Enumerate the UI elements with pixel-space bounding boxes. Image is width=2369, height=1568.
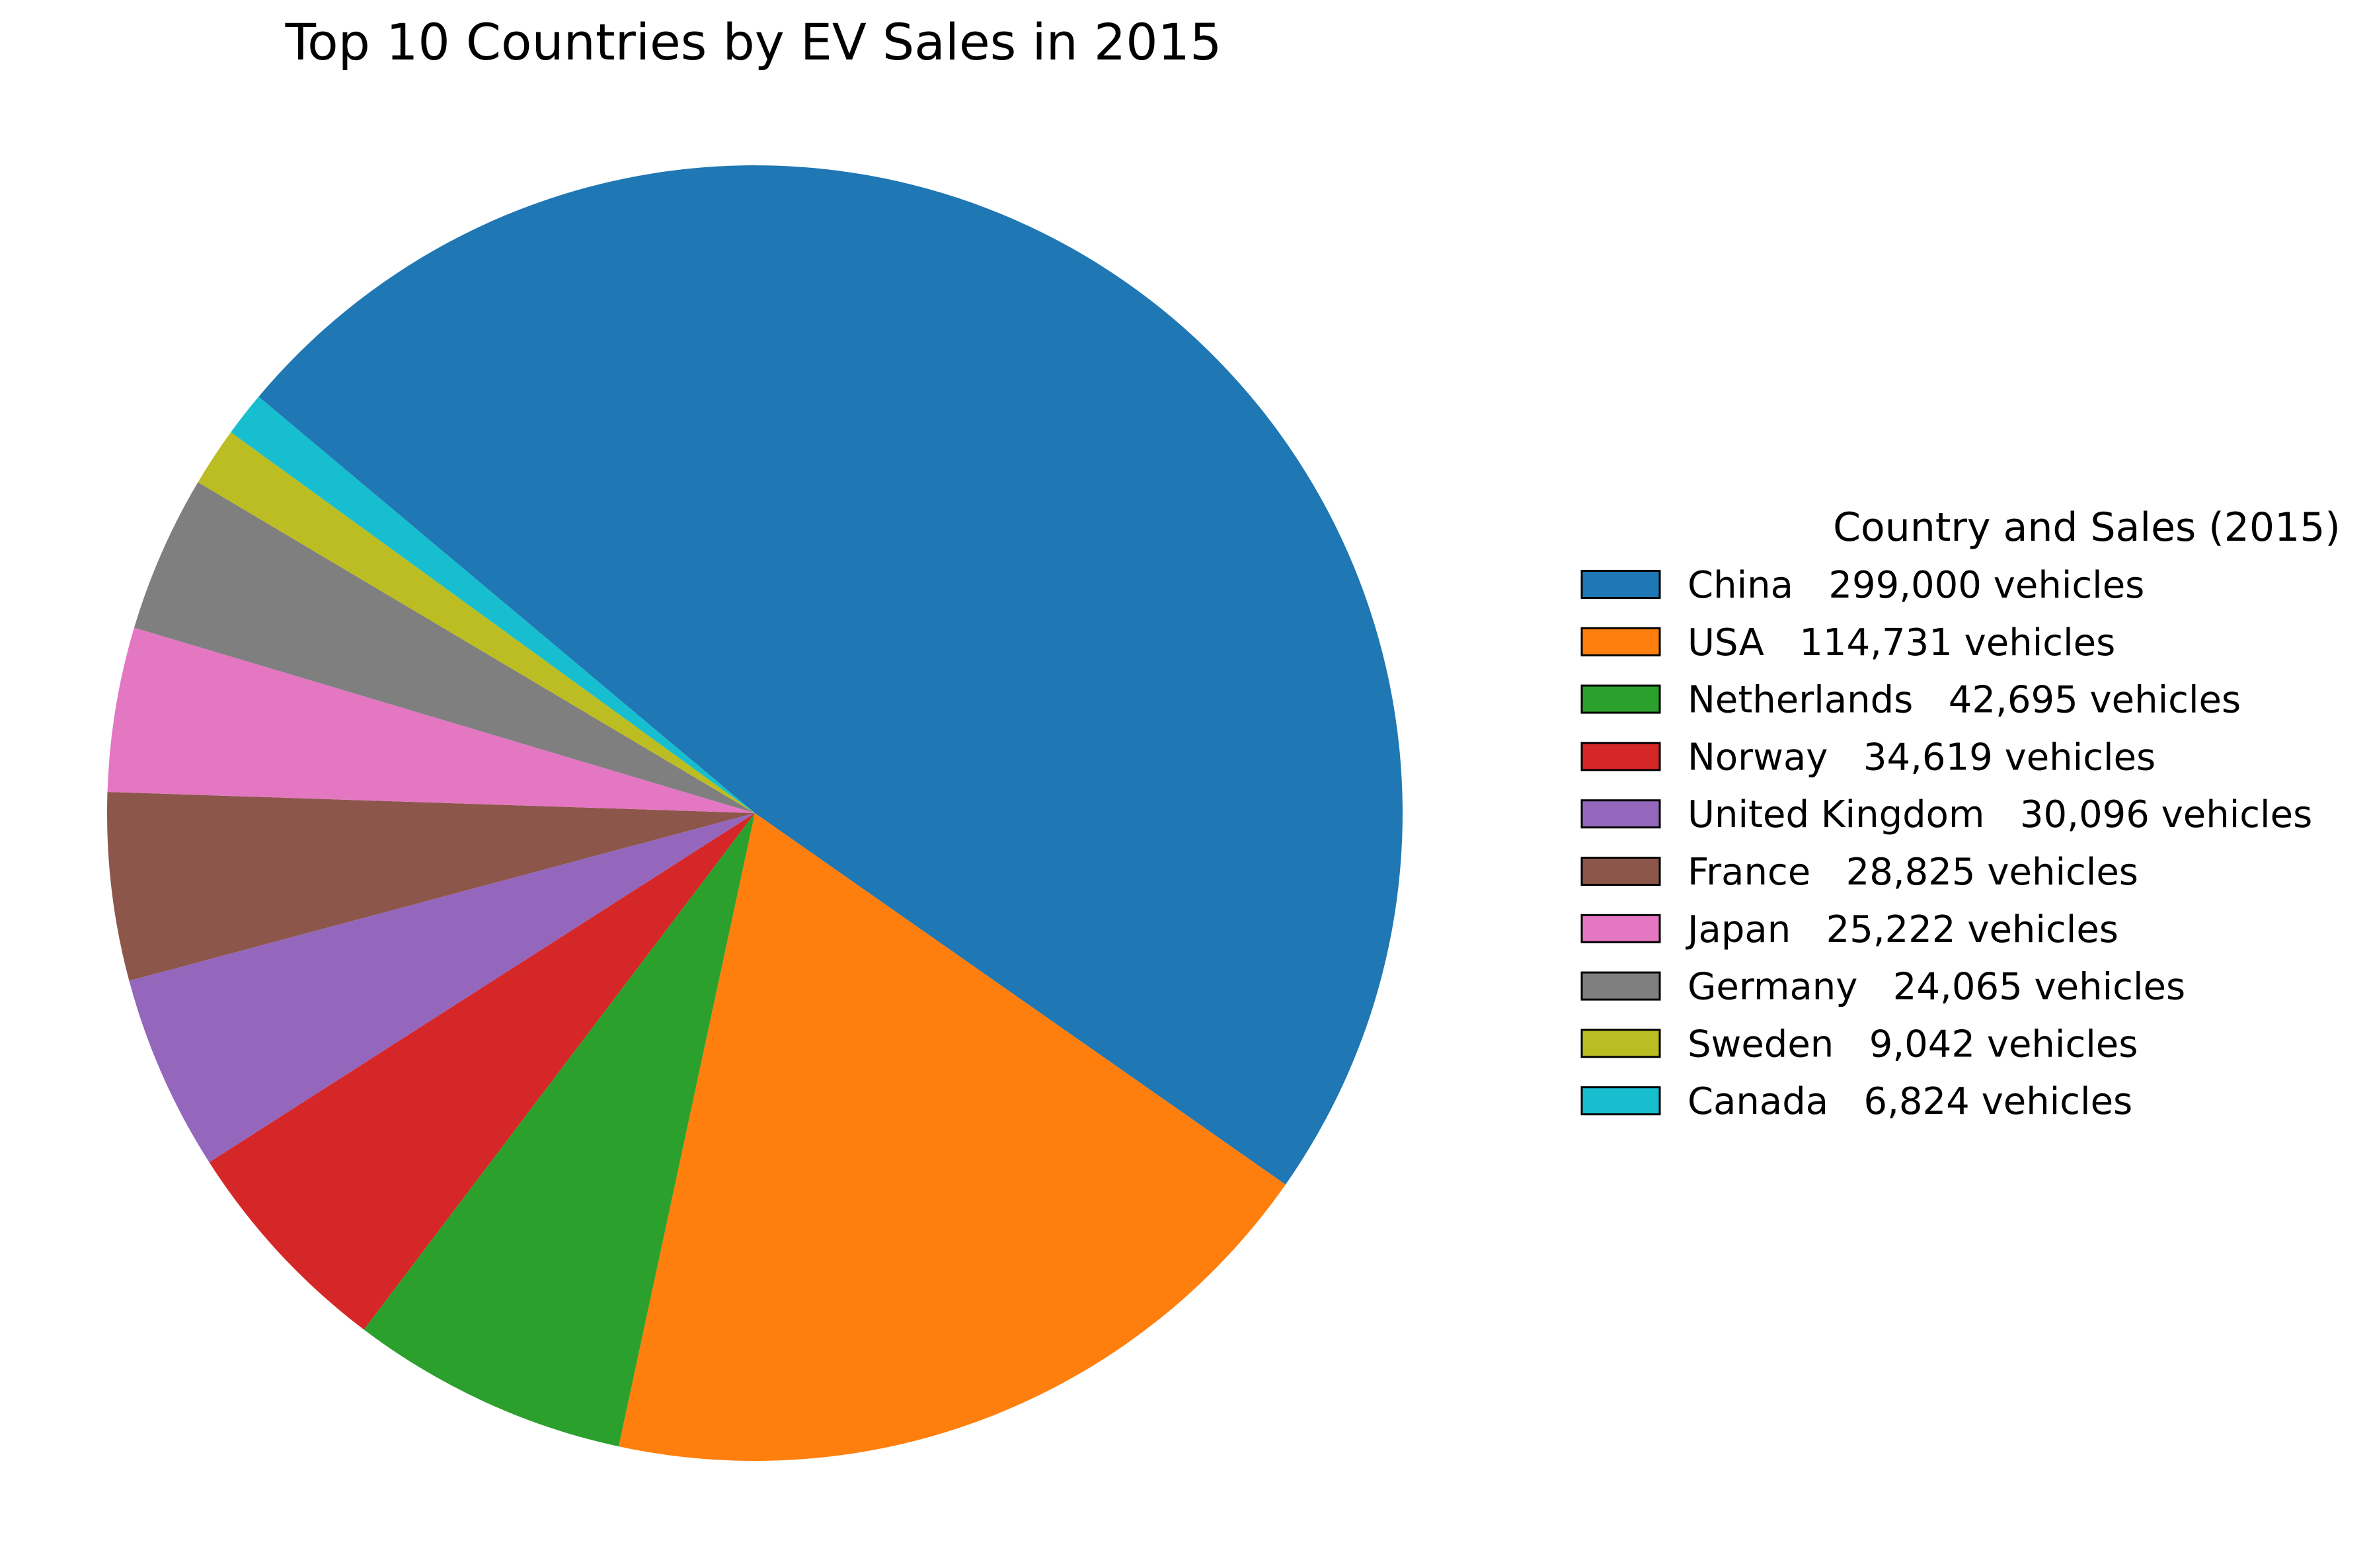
- legend-label-united-kingdom: United Kingdom 30,096 vehicles: [1688, 793, 2312, 836]
- pie-slice-united-kingdom: [129, 813, 755, 1163]
- legend-label-norway: Norway 34,619 vehicles: [1688, 736, 2155, 779]
- legend-items: China 299,000 vehicles USA 114,731 vehicl…: [1580, 564, 2312, 1123]
- legend-item-usa: USA 114,731 vehicles: [1580, 621, 2115, 664]
- legend-label-germany: Germany 24,065 vehicles: [1688, 966, 2185, 1009]
- legend-item-france: France 28,825 vehicles: [1580, 851, 2138, 894]
- legend-swatch-japan: [1580, 914, 1661, 943]
- legend-label-canada: Canada 6,824 vehicles: [1688, 1080, 2132, 1123]
- legend-item-germany: Germany 24,065 vehicles: [1580, 966, 2185, 1009]
- pie-slice-sweden: [198, 432, 756, 813]
- legend-label-japan: Japan 25,222 vehicles: [1686, 908, 2118, 951]
- legend-swatch-france: [1580, 857, 1661, 886]
- pie-slice-germany: [134, 482, 756, 813]
- legend-item-sweden: Sweden 9,042 vehicles: [1580, 1023, 2138, 1066]
- legend-label-usa: USA 114,731 vehicles: [1688, 621, 2115, 664]
- pie-slice-canada: [231, 397, 756, 813]
- legend-label-china: China 299,000 vehicles: [1688, 564, 2144, 607]
- legend-item-china: China 299,000 vehicles: [1580, 564, 2144, 607]
- pie-slice-france: [106, 792, 755, 981]
- legend-swatch-china: [1580, 570, 1661, 599]
- legend-title: Country and Sales (2015): [1833, 504, 2341, 551]
- legend-swatch-sweden: [1580, 1029, 1661, 1058]
- legend-label-sweden: Sweden 9,042 vehicles: [1688, 1023, 2138, 1066]
- legend-label-france: France 28,825 vehicles: [1688, 851, 2138, 894]
- legend-label-netherlands: Netherlands 42,695 vehicles: [1688, 679, 2241, 722]
- pie-slice-usa: [618, 813, 1286, 1461]
- legend-item-norway: Norway 34,619 vehicles: [1580, 736, 2155, 779]
- pie-slice-china: [258, 165, 1403, 1185]
- legend-swatch-united-kingdom: [1580, 799, 1661, 829]
- legend-item-netherlands: Netherlands 42,695 vehicles: [1580, 679, 2241, 722]
- pie-slice-japan: [107, 627, 755, 813]
- pie-slices: [106, 165, 1403, 1461]
- legend-item-canada: Canada 6,824 vehicles: [1580, 1080, 2132, 1123]
- legend-swatch-norway: [1580, 742, 1661, 771]
- legend-item-japan: Japan 25,222 vehicles: [1580, 908, 2118, 951]
- legend-swatch-usa: [1580, 627, 1661, 656]
- legend-swatch-germany: [1580, 971, 1661, 1001]
- pie-slice-netherlands: [364, 813, 755, 1447]
- legend-swatch-canada: [1580, 1086, 1661, 1116]
- pie-slice-norway: [209, 813, 755, 1330]
- legend: Country and Sales (2015) China 299,000 v…: [1580, 504, 2341, 1123]
- legend-swatch-netherlands: [1580, 684, 1661, 714]
- chart-title: Top 10 Countries by EV Sales in 2015: [285, 13, 1222, 71]
- legend-item-united-kingdom: United Kingdom 30,096 vehicles: [1580, 793, 2312, 836]
